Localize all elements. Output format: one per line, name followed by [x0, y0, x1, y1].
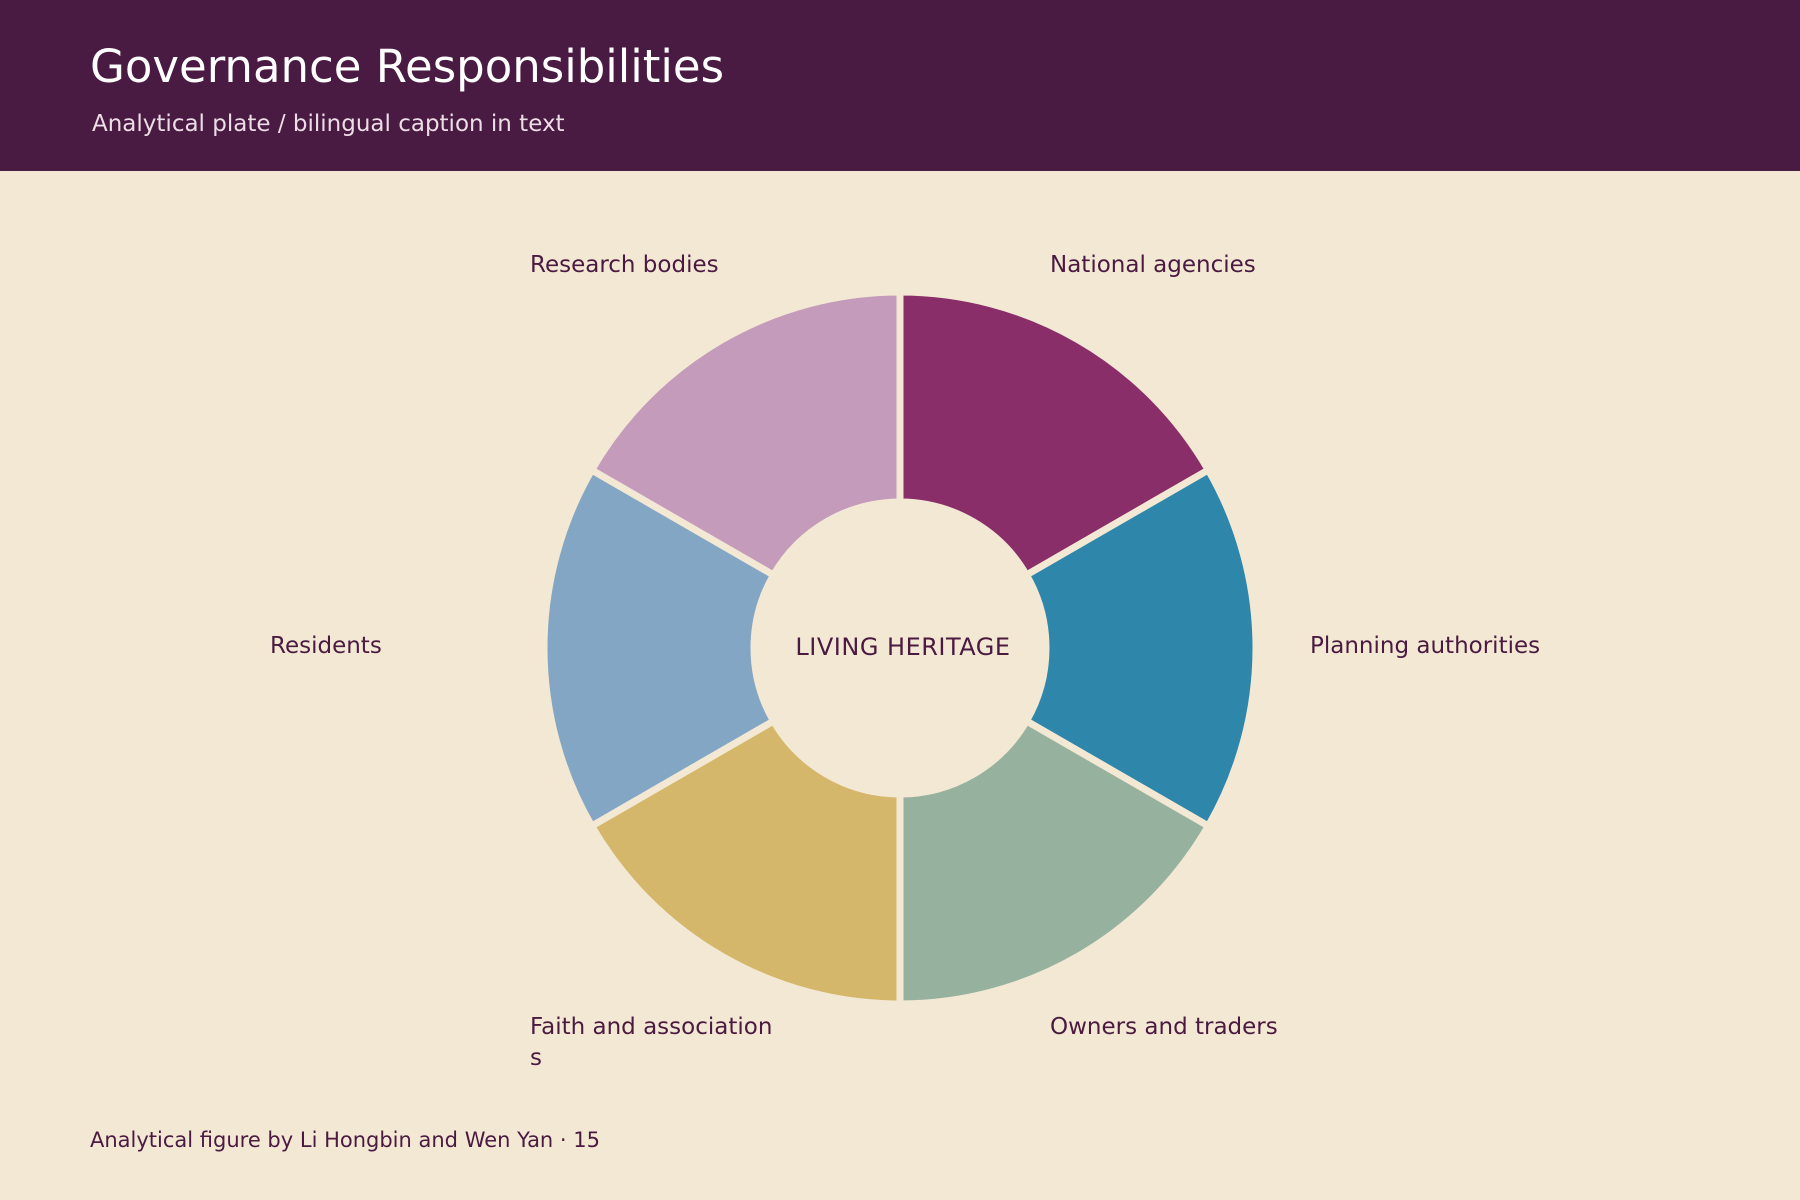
- donut-segments: [540, 288, 1260, 1008]
- segment-label-planning-authorities: Planning authorities: [1310, 633, 1540, 659]
- donut-segment-owners-and-traders: [896, 716, 1214, 1008]
- donut-segment-planning-authorities: [1021, 465, 1260, 831]
- donut-segment-national-agencies: [896, 288, 1214, 580]
- segment-label-owners-and-traders: Owners and traders: [1050, 1014, 1278, 1040]
- donut-segment-faith-and-associations: [586, 716, 904, 1008]
- segment-label-line: Faith and association: [530, 1014, 772, 1040]
- donut-segment-residents: [540, 465, 779, 831]
- segment-label-national-agencies: National agencies: [1050, 252, 1256, 278]
- segment-label-research-bodies: Research bodies: [530, 252, 719, 278]
- segment-label-residents: Residents: [270, 633, 382, 659]
- page-title: Governance Responsibilities: [90, 40, 725, 93]
- center-label: LIVING HERITAGE: [795, 633, 1010, 661]
- header-banner: Governance Responsibilities Analytical p…: [0, 0, 1800, 171]
- page-subtitle: Analytical plate / bilingual caption in …: [92, 111, 565, 137]
- segment-label-faith-and-associations: Faith and association s: [530, 1014, 780, 1071]
- footer-credit: Analytical figure by Li Hongbin and Wen …: [90, 1128, 600, 1152]
- donut-segment-research-bodies: [586, 288, 904, 580]
- segment-label-line: s: [530, 1045, 542, 1071]
